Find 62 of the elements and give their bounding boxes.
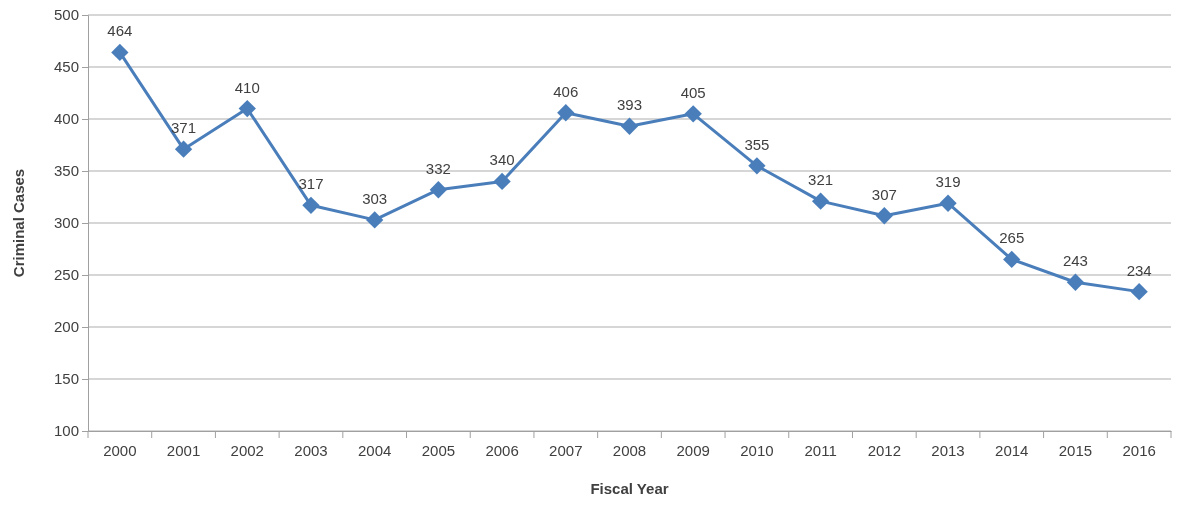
x-tick-label: 2004	[357, 441, 392, 459]
y-axis-title: Criminal Cases	[10, 168, 27, 278]
point	[238, 99, 256, 118]
data-label: 319	[935, 173, 961, 191]
x-tick-label: 2006	[485, 441, 519, 459]
x-tick-label: 2011	[804, 441, 837, 459]
data-label: 307	[871, 185, 897, 203]
x-tick-label: 2005	[421, 441, 456, 459]
y-tick-label: 350	[53, 162, 79, 180]
x-tick-label: 2015	[1058, 441, 1093, 459]
data-label: 321	[808, 171, 834, 189]
data-label: 405	[680, 83, 706, 101]
point	[1066, 273, 1085, 291]
point	[875, 207, 893, 225]
y-tick-label: 400	[53, 110, 79, 128]
data-label: 234	[1126, 261, 1152, 279]
point	[1130, 282, 1148, 301]
point	[111, 43, 129, 62]
point	[811, 192, 830, 210]
y-tick-label: 500	[53, 6, 79, 24]
y-tick-label: 450	[53, 58, 79, 76]
point	[748, 157, 766, 175]
x-tick-label: 2013	[931, 441, 965, 459]
point	[302, 196, 320, 214]
y-tick-label: 250	[53, 266, 79, 284]
y-tick-label: 300	[53, 214, 79, 232]
point	[620, 117, 639, 135]
y-tick-label: 200	[53, 318, 79, 336]
point	[557, 104, 575, 122]
x-tick-label: 2012	[867, 441, 902, 459]
x-tick-label: 2000	[103, 441, 137, 459]
y-tick-label: 100	[53, 422, 79, 440]
x-tick-label: 2002	[230, 441, 264, 459]
x-tick-label: 2014	[995, 441, 1029, 459]
point	[366, 211, 384, 229]
point	[429, 181, 448, 199]
point	[174, 140, 193, 158]
data-label: 243	[1062, 252, 1088, 270]
point	[684, 105, 702, 123]
data-label: 340	[489, 151, 515, 169]
x-tick-label: 2016	[1122, 441, 1156, 459]
data-label: 332	[425, 159, 451, 177]
x-tick-label: 2010	[740, 441, 774, 459]
data-label: 355	[744, 135, 770, 153]
data-label: 371	[171, 119, 197, 137]
data-label: 393	[616, 96, 643, 114]
point	[493, 172, 511, 191]
point	[939, 194, 957, 212]
x-tick-label: 2007	[549, 441, 583, 459]
data-label: 406	[553, 82, 579, 100]
y-tick-label: 150	[53, 370, 79, 388]
x-tick-label: 2009	[676, 441, 710, 459]
data-label: 265	[999, 229, 1025, 247]
data-label: 464	[107, 22, 133, 40]
data-label: 303	[362, 189, 388, 207]
data-label: 410	[234, 78, 260, 96]
point	[1003, 250, 1021, 269]
data-label: 317	[298, 175, 324, 193]
x-tick-label: 2003	[294, 441, 328, 459]
x-tick-label: 2001	[166, 441, 201, 459]
x-tick-label: 2008	[612, 441, 647, 459]
x-axis-title: Fiscal Year	[590, 480, 669, 497]
